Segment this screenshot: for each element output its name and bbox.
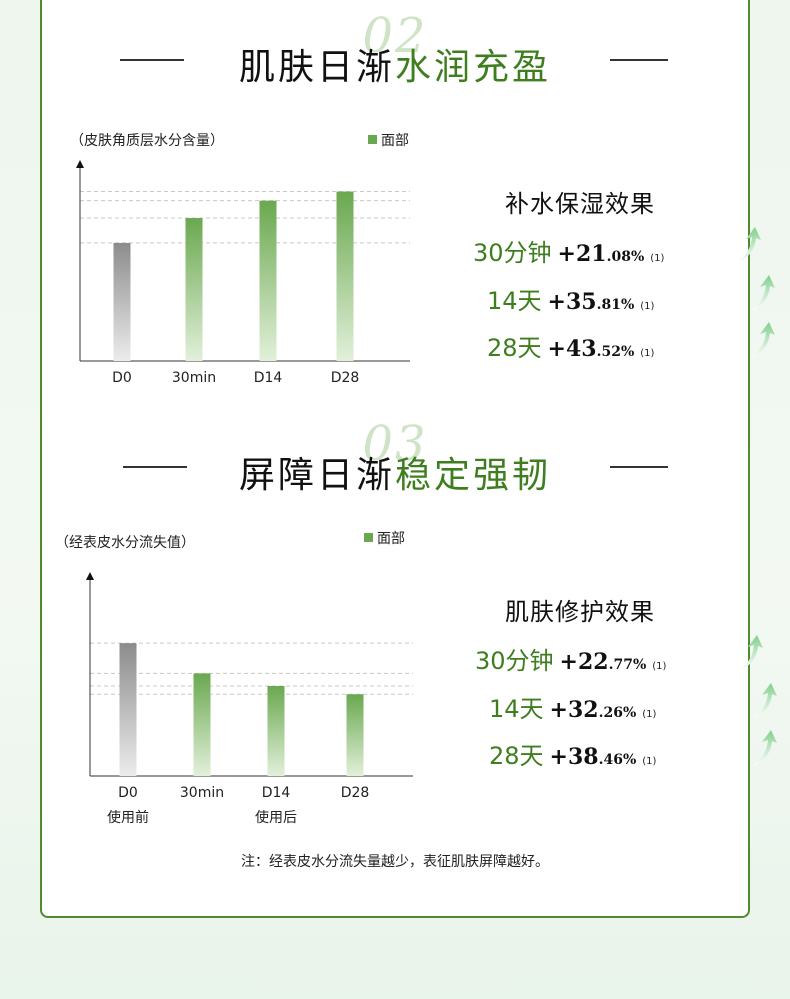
footnote: 注：经表皮水分流失量越少，表征肌肤屏障越好。 xyxy=(241,854,549,870)
bar-d0 xyxy=(113,242,131,361)
bar-d28 xyxy=(346,694,364,776)
bar-chart-tewl: D0 30min D14 D28 使用前 使用后 xyxy=(86,572,413,826)
legend-swatch xyxy=(368,135,377,144)
title-dark: 屏障日渐 xyxy=(238,455,395,496)
section-number: 02 xyxy=(362,8,428,64)
effect-title: 补水保湿效果 xyxy=(505,190,655,218)
effect-ref: (1) xyxy=(640,348,655,359)
arrow-up-icon xyxy=(751,322,775,358)
x-tick-label: D14 xyxy=(262,785,291,801)
section-title: 肌肤日渐水润充盈 xyxy=(0,38,790,90)
x-tick-label: D14 xyxy=(254,370,283,386)
arrow-up-icon xyxy=(751,275,775,311)
title-dark: 肌肤日渐 xyxy=(238,47,395,88)
effect-ref: (1) xyxy=(650,253,665,264)
title-rule-left xyxy=(120,59,184,61)
effect-row: 28天 +43.52% (1) xyxy=(487,322,777,363)
effect-row: 30分钟 +22.77% (1) xyxy=(475,635,765,676)
x-tick-label: D28 xyxy=(331,370,360,386)
effect-ref: (1) xyxy=(640,301,655,312)
arrow-up-icon xyxy=(753,683,777,719)
bar-d0 xyxy=(119,643,137,776)
effect-decimal: .77% xyxy=(608,657,647,673)
chart-legend: 面部 xyxy=(364,528,405,548)
section-title: 屏障日渐稳定强韧 xyxy=(0,446,790,498)
title-rule-right xyxy=(610,466,668,468)
bar-d14 xyxy=(267,686,285,776)
effect-value: +38 xyxy=(549,744,599,770)
title-rule-left xyxy=(123,466,187,468)
chart-ylabel: （皮肤角质层水分含量） xyxy=(70,133,224,149)
effect-value: +43 xyxy=(547,336,597,362)
arrow-up-icon xyxy=(753,730,777,766)
x-tick-label: D0 xyxy=(118,785,138,801)
effect-period: 28天 xyxy=(489,742,544,770)
group-label: 使用前 xyxy=(107,809,149,826)
effect-row: 14天 +32.26% (1) xyxy=(489,683,779,724)
effect-period: 14天 xyxy=(487,287,542,315)
group-label: 使用后 xyxy=(255,809,297,826)
x-tick-label: 30min xyxy=(172,370,216,386)
effect-period: 30分钟 xyxy=(475,647,554,675)
legend-label: 面部 xyxy=(377,531,405,547)
effect-ref: (1) xyxy=(642,709,657,720)
effect-value: +22 xyxy=(559,649,609,675)
effect-period: 30分钟 xyxy=(473,239,552,267)
bar-d14 xyxy=(259,200,277,361)
arrow-up-icon xyxy=(739,635,763,671)
section-number: 03 xyxy=(362,416,428,472)
bar-30min xyxy=(185,218,203,361)
bar-d28 xyxy=(336,191,354,361)
effect-ref: (1) xyxy=(652,661,667,672)
content-card xyxy=(40,0,750,918)
effect-decimal: .52% xyxy=(596,344,635,360)
effect-period: 14天 xyxy=(489,695,544,723)
effect-title: 肌肤修护效果 xyxy=(505,598,655,626)
effect-value: +35 xyxy=(547,289,597,315)
title-green: 水润充盈 xyxy=(395,47,552,88)
arrow-up-icon xyxy=(737,227,761,263)
effect-row: 14天 +35.81% (1) xyxy=(487,275,777,316)
effect-value: +32 xyxy=(549,697,599,723)
title-rule-right xyxy=(610,59,668,61)
y-axis-arrow xyxy=(76,160,84,168)
effect-row: 28天 +38.46% (1) xyxy=(489,730,779,771)
effect-decimal: .08% xyxy=(606,249,645,265)
legend-swatch xyxy=(364,533,373,542)
chart-ylabel: （经表皮水分流失值） xyxy=(55,535,195,551)
legend-label: 面部 xyxy=(381,133,409,149)
x-tick-label: 30min xyxy=(180,785,224,801)
x-tick-label: D0 xyxy=(112,370,132,386)
effect-decimal: .46% xyxy=(598,752,637,768)
bar-chart-hydration: D0 30min D14 D28 xyxy=(76,160,410,386)
effect-value: +21 xyxy=(557,241,607,267)
x-tick-label: D28 xyxy=(341,785,370,801)
effect-ref: (1) xyxy=(642,756,657,767)
title-green: 稳定强韧 xyxy=(395,455,552,496)
y-axis-arrow xyxy=(86,572,94,580)
effect-decimal: .81% xyxy=(596,297,635,313)
chart-legend: 面部 xyxy=(368,130,409,150)
effect-period: 28天 xyxy=(487,334,542,362)
effect-decimal: .26% xyxy=(598,705,637,721)
bar-30min xyxy=(193,673,211,776)
effect-row: 30分钟 +21.08% (1) xyxy=(473,227,763,268)
